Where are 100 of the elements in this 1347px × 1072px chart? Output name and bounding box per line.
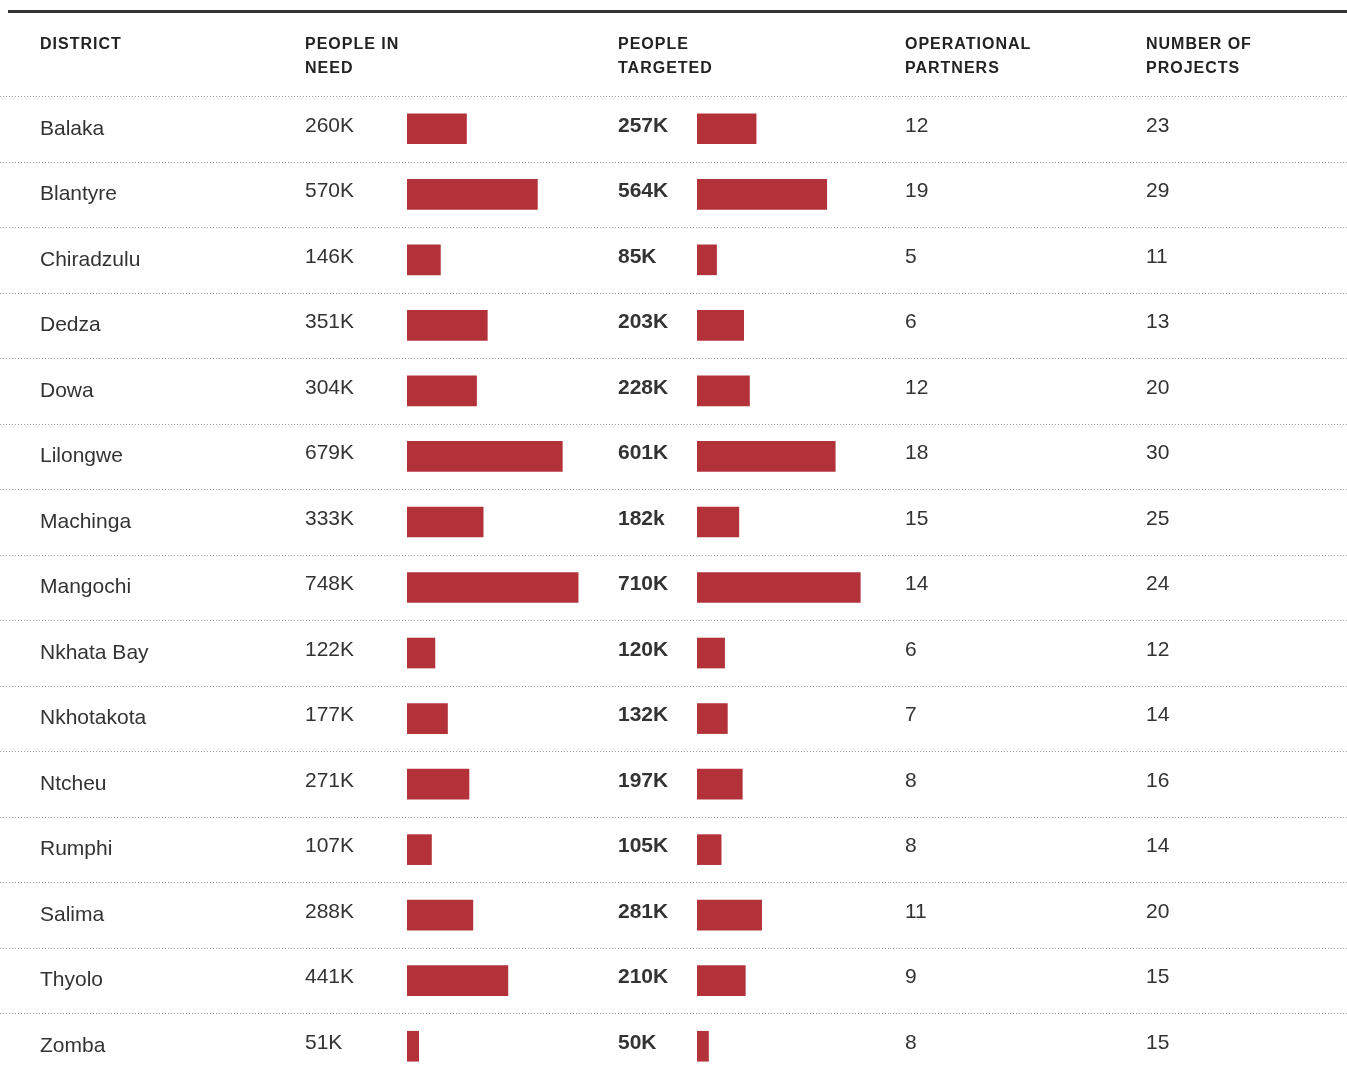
data-label: 8 (905, 1030, 917, 1054)
data-label: 15 (1146, 964, 1170, 988)
data-label: 710K (618, 571, 669, 595)
data-label: 107K (305, 833, 355, 857)
data-label: 9 (905, 964, 917, 988)
data-label: 15 (1146, 1030, 1170, 1054)
bar (697, 899, 762, 931)
data-label: 11 (905, 898, 927, 922)
bar (407, 506, 484, 538)
data-label: 29 (1146, 178, 1170, 202)
bar (407, 768, 470, 800)
data-label: 333K (305, 505, 355, 529)
bar (697, 178, 828, 210)
data-label: 564K (618, 178, 669, 202)
bar (407, 834, 432, 865)
data-label: 24 (1146, 571, 1170, 595)
data-label: 570K (305, 178, 355, 202)
data-label: 105K (618, 833, 669, 857)
data-label: 281K (618, 898, 669, 922)
data-label: 13 (1146, 309, 1170, 333)
bar (697, 310, 745, 341)
data-label: 122K (305, 636, 355, 660)
bar (697, 441, 836, 472)
data-label: 25 (1146, 505, 1170, 529)
data-label: 19 (905, 178, 929, 202)
data-label: 20 (1146, 898, 1170, 922)
bar (697, 703, 728, 734)
data-label: 14 (905, 571, 929, 595)
data-label: 23 (1146, 112, 1170, 136)
data-label: 260K (305, 112, 355, 136)
data-label: 601K (618, 440, 669, 464)
y-tick-label: Mangochi (40, 574, 132, 598)
bar (407, 244, 441, 276)
bar (407, 572, 579, 603)
bar (697, 244, 717, 276)
data-label: 14 (1146, 833, 1170, 857)
bar (697, 1030, 709, 1062)
y-tick-label: Ntcheu (40, 770, 107, 794)
data-label: 12 (1146, 636, 1170, 660)
data-label: 8 (905, 833, 917, 857)
y-tick-label: Nkhata Bay (40, 639, 150, 663)
y-tick-label: Rumphi (40, 836, 113, 860)
bar (697, 572, 861, 603)
bar (407, 310, 488, 341)
bar (407, 703, 448, 734)
data-label: 15 (905, 505, 929, 529)
data-label: 679K (305, 440, 355, 464)
data-label: 182k (618, 505, 666, 529)
data-label: 12 (905, 112, 929, 136)
data-label: 351K (305, 309, 355, 333)
data-label: 16 (1146, 767, 1170, 791)
data-label: 12 (905, 374, 929, 398)
data-label: 304K (305, 374, 355, 398)
y-tick-label: Blantyre (40, 181, 118, 205)
data-label: 441K (305, 964, 355, 988)
data-label: 228K (618, 374, 669, 398)
bar (407, 637, 436, 669)
y-tick-label: Balaka (40, 115, 105, 139)
data-label: 748K (305, 571, 355, 595)
bar (697, 965, 746, 997)
data-label: 20 (1146, 374, 1170, 398)
bar (407, 1030, 419, 1062)
chart-title: PEOPLE IN NEED (305, 34, 401, 78)
bar (407, 178, 538, 210)
y-tick-label: Zomba (40, 1033, 106, 1057)
bar (407, 899, 474, 931)
y-tick-label: Salima (40, 901, 105, 925)
data-label: 51K (305, 1030, 343, 1054)
data-label: 271K (305, 767, 355, 791)
data-label: 120K (618, 636, 669, 660)
data-label: 257K (618, 112, 669, 136)
bar (407, 441, 563, 472)
data-label: 177K (305, 702, 355, 726)
data-label: 146K (305, 243, 355, 267)
y-tick-label: Thyolo (40, 967, 104, 991)
bar (697, 637, 725, 669)
y-tick-label: Dedza (40, 312, 102, 336)
y-tick-label: Lilongwe (40, 443, 123, 467)
bar (407, 965, 509, 997)
data-label: 210K (618, 964, 669, 988)
bar (407, 113, 467, 145)
bar (407, 375, 477, 407)
data-label: 203K (618, 309, 669, 333)
bar (697, 768, 743, 800)
data-label: 5 (905, 243, 917, 267)
data-label: 50K (618, 1030, 657, 1054)
y-tick-label: Chiradzulu (40, 246, 141, 270)
data-label: 85K (618, 243, 657, 267)
bar (697, 834, 722, 865)
text: OPERATIONAL PARTNERS (905, 34, 1032, 78)
text: NUMBER OF PROJECTS (1146, 34, 1253, 78)
y-tick-label: Nkhotakota (40, 705, 147, 729)
bar (697, 506, 740, 538)
data-label: 6 (905, 309, 917, 333)
data-label: 132K (618, 702, 669, 726)
y-tick-label: Dowa (40, 377, 95, 401)
y-axis-title: DISTRICT (40, 34, 122, 54)
data-label: 14 (1146, 702, 1170, 726)
y-tick-label: Machinga (40, 508, 132, 532)
data-label: 8 (905, 767, 917, 791)
